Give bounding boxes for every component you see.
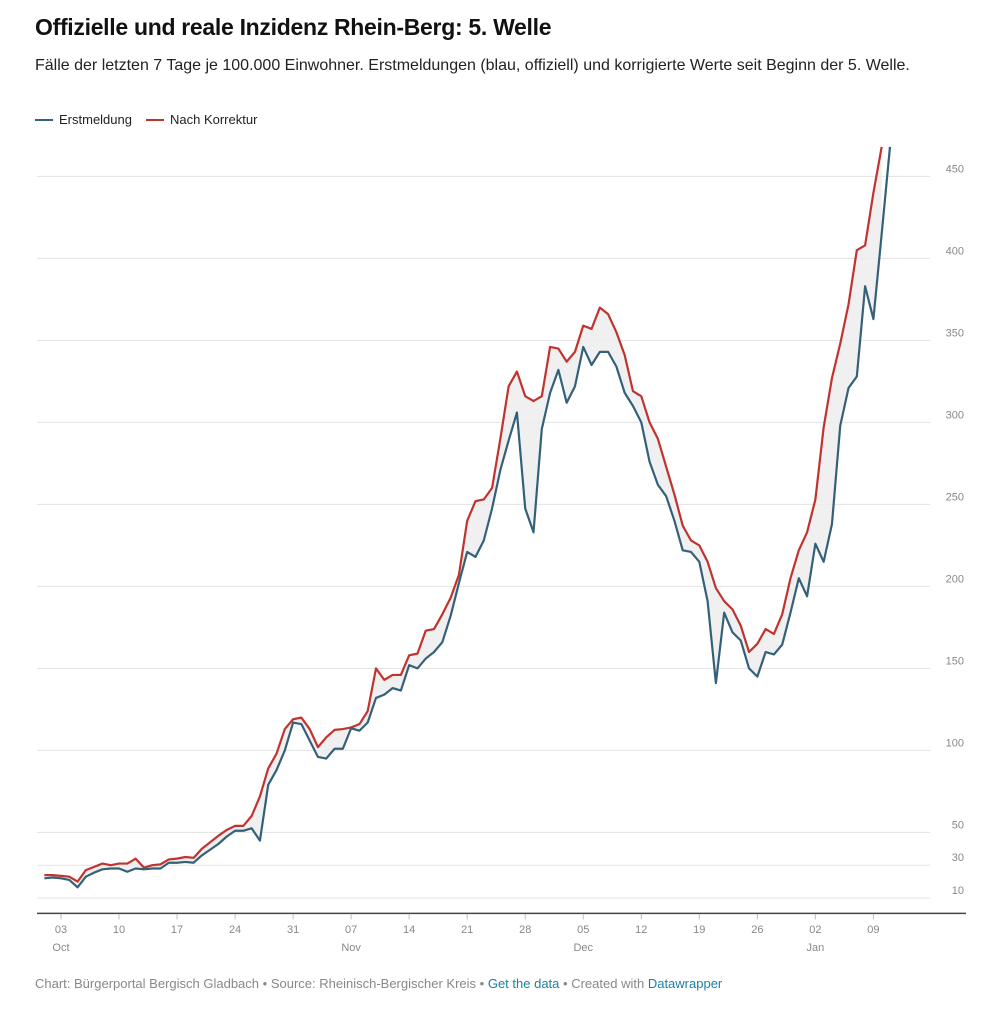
tool-link[interactable]: Datawrapper — [647, 976, 723, 991]
separator: • — [479, 976, 485, 991]
separator: • — [262, 976, 268, 991]
y-tick-label: 150 — [946, 655, 964, 667]
legend-swatch — [35, 118, 53, 121]
credit: Chart: Bürgerportal Bergisch Gladbach — [35, 976, 260, 991]
y-tick-label: 350 — [946, 327, 964, 339]
footer: Chart: Bürgerportal Bergisch Gladbach • … — [35, 976, 722, 991]
x-tick-label: 17 — [171, 924, 183, 936]
get-data-link[interactable]: Get the data — [487, 976, 560, 991]
x-month-label: Jan — [806, 942, 824, 954]
y-tick-label: 450 — [946, 163, 964, 175]
x-month-label: Dec — [573, 942, 593, 954]
legend-item: Nach Korrektur — [145, 112, 258, 127]
y-tick-label: 250 — [946, 491, 964, 503]
series-line — [44, 146, 892, 889]
separator: • — [563, 976, 568, 991]
x-tick-label: 26 — [751, 924, 763, 936]
legend-label: Erstmeldung — [59, 112, 132, 127]
x-tick-label: 05 — [577, 924, 589, 936]
x-tick-label: 07 — [345, 924, 357, 936]
legend-item: Erstmeldung — [35, 112, 132, 127]
y-tick-label: 10 — [952, 885, 964, 897]
x-tick-label: 03 — [55, 924, 67, 936]
y-tick-label: 100 — [946, 737, 964, 749]
x-tick-label: 19 — [693, 924, 705, 936]
x-tick-label: 12 — [635, 924, 647, 936]
x-month-label: Nov — [341, 942, 361, 954]
x-tick-label: 10 — [113, 924, 125, 936]
source: Source: Rheinisch-Bergischer Kreis — [270, 976, 477, 991]
chart-subtitle: Fälle der letzten 7 Tage je 100.000 Einw… — [35, 57, 910, 74]
x-tick-label: 28 — [519, 924, 531, 936]
y-tick-label: 200 — [946, 573, 964, 585]
x-tick-label: 09 — [867, 924, 879, 936]
x-tick-label: 21 — [461, 924, 473, 936]
legend-label: Nach Korrektur — [169, 112, 258, 127]
series-line — [44, 146, 883, 883]
x-month-label: Oct — [52, 942, 69, 954]
x-tick-label: 14 — [403, 924, 415, 936]
legend: Erstmeldung Nach Korrektur — [35, 112, 257, 127]
x-tick-label: 24 — [229, 924, 241, 936]
y-tick-label: 50 — [952, 819, 964, 831]
chart-title: Offizielle und reale Inzidenz Rhein-Berg… — [35, 14, 552, 40]
created-with: Created with — [571, 976, 645, 991]
x-tick-label: 02 — [809, 924, 821, 936]
x-tick-label: 31 — [287, 924, 299, 936]
y-tick-label: 30 — [952, 852, 964, 864]
y-tick-label: 400 — [946, 245, 964, 257]
legend-swatch — [145, 118, 164, 121]
y-tick-label: 300 — [946, 409, 964, 421]
